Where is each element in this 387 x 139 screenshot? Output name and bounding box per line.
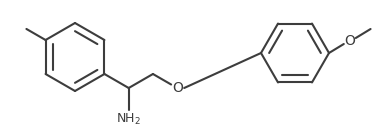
Text: NH$_2$: NH$_2$: [116, 112, 141, 127]
Text: O: O: [344, 34, 355, 48]
Text: O: O: [172, 81, 183, 95]
